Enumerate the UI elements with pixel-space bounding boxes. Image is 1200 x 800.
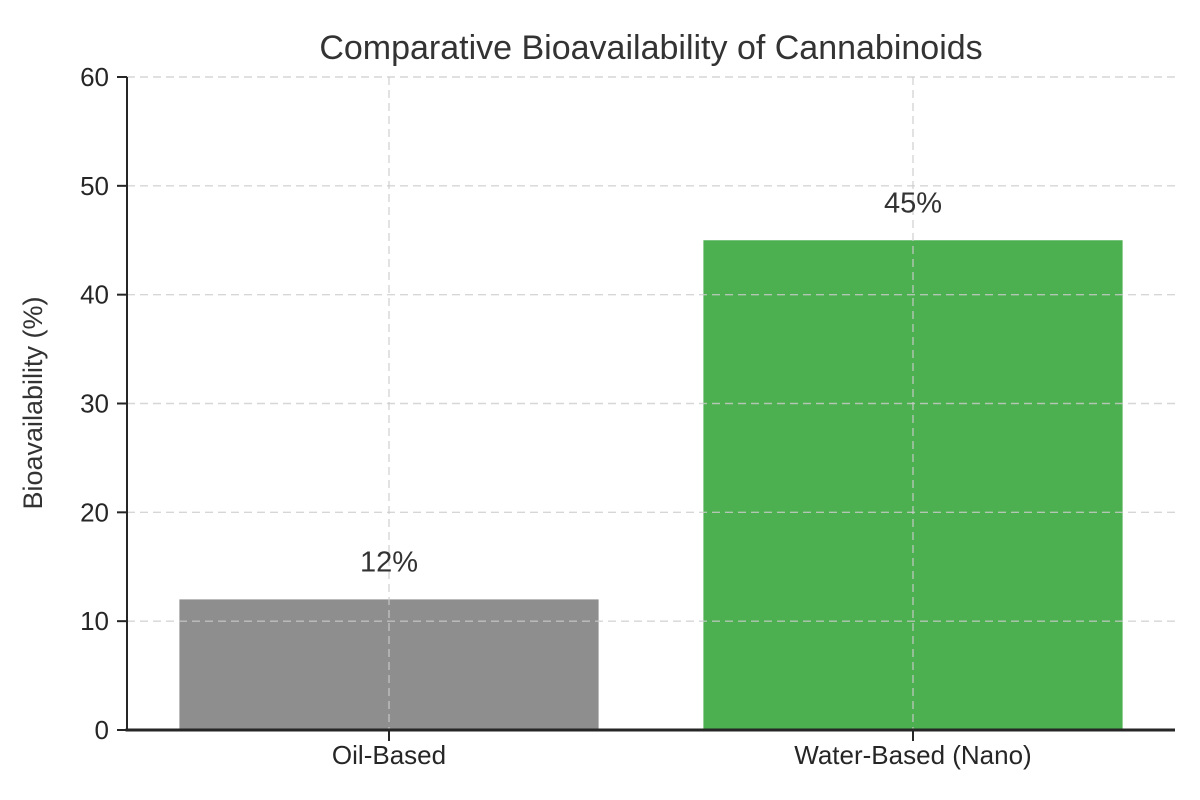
bar-value-label-0: 12% — [360, 546, 418, 578]
x-tick-label-1: Water-Based (Nano) — [794, 740, 1031, 770]
y-tick-label-40: 40 — [80, 280, 109, 310]
y-tick-label-50: 50 — [80, 171, 109, 201]
y-tick-label-20: 20 — [80, 497, 109, 527]
axes-group — [117, 76, 1175, 741]
x-tick-label-0: Oil-Based — [332, 740, 446, 770]
y-tick-label-0: 0 — [95, 715, 109, 745]
y-tick-label-10: 10 — [80, 606, 109, 636]
y-tick-label-60: 60 — [80, 62, 109, 92]
labels-group: 0 10 20 30 40 50 60 Oil-Based Water-Based (Nano)… — [80, 62, 1032, 770]
y-axis-label: Bioavailability (%) — [18, 296, 48, 509]
gridlines-group — [127, 76, 1175, 730]
chart-title: Comparative Bioavailability of Cannabino… — [319, 29, 982, 67]
bars-group — [179, 240, 1123, 730]
y-tick-label-30: 30 — [80, 389, 109, 419]
bar-value-label-1: 45% — [884, 187, 942, 219]
